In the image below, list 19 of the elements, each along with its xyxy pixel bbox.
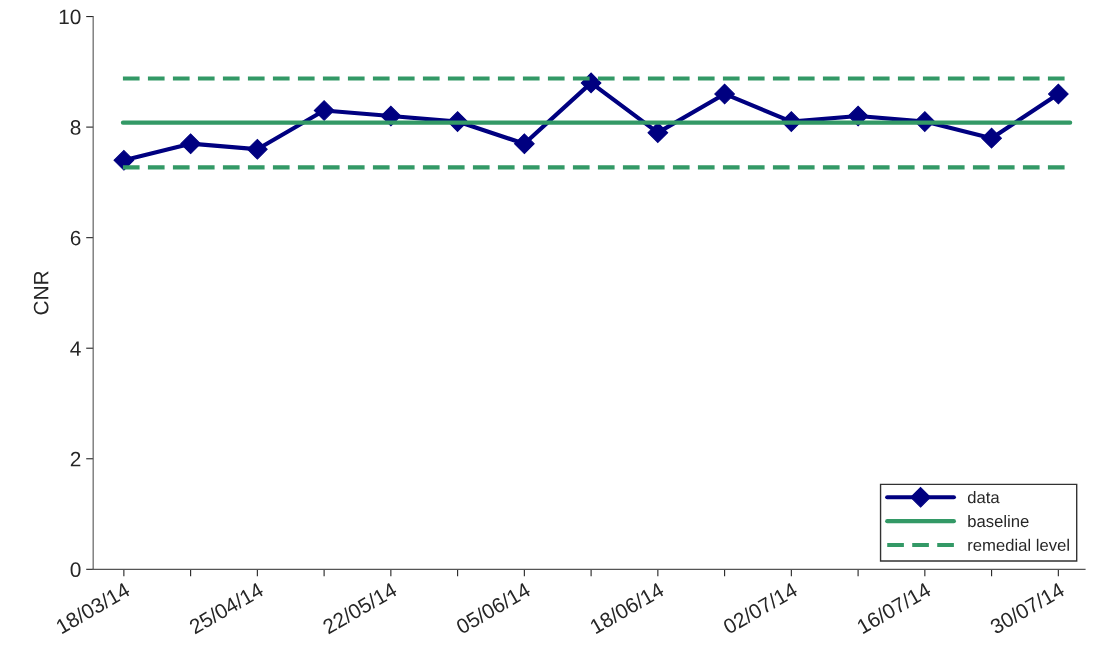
point [1048,83,1069,105]
legend-label: remedial level [968,538,1069,552]
point [714,83,735,105]
y-axis-title: CNR [33,271,49,315]
legend-label: baseline [968,514,1029,528]
point [180,133,201,155]
point [647,122,669,143]
point [247,138,268,160]
point [113,149,135,171]
y-tick-label: 6 [70,230,81,246]
point [981,127,1002,149]
y-tick-label: 4 [70,341,81,356]
y-tick-label: 8 [70,120,81,135]
legend-label: data [967,491,1000,504]
y-tick-label: 10 [59,9,81,25]
y-tick-label: 0 [70,562,81,578]
y-tick-label: 2 [70,451,81,467]
point [313,100,335,121]
point [514,133,535,155]
